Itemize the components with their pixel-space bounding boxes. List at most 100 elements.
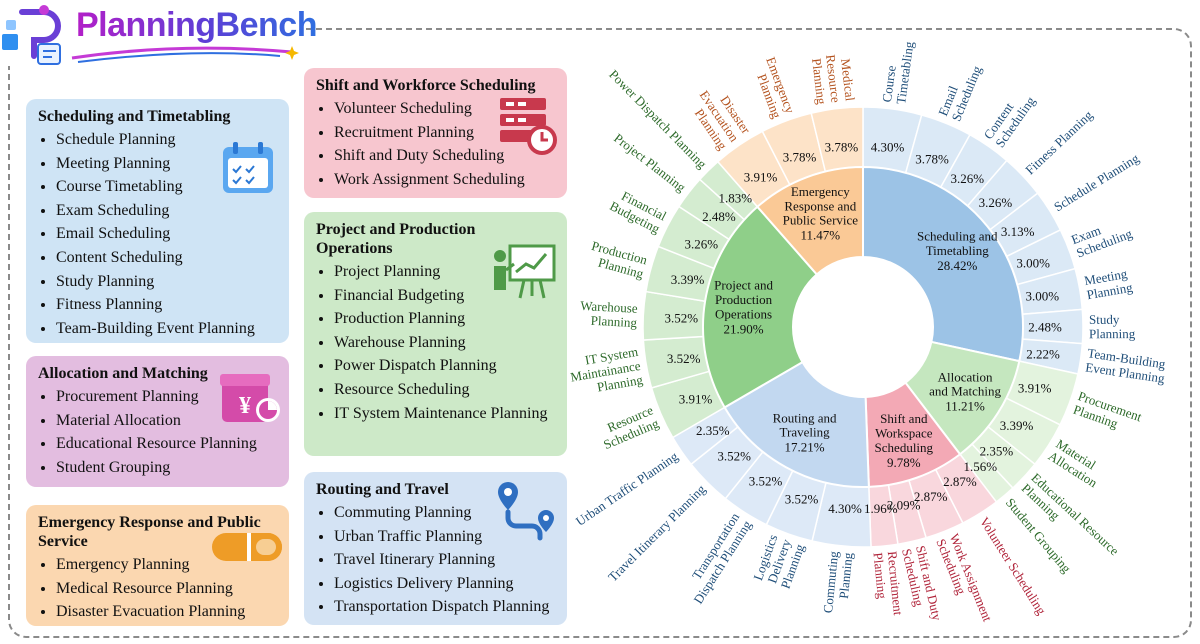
- outer-segment-pct: 3.26%: [685, 236, 719, 251]
- inner-segment-label-line: and Matching: [929, 384, 1001, 399]
- card-routing-item: Travel Itinerary Planning: [334, 548, 555, 572]
- outer-segment-pct: 3.52%: [785, 491, 819, 506]
- outer-segment-pct: 2.87%: [914, 489, 948, 504]
- outer-label-text: LogisticsDeliveryPlanning: [750, 532, 807, 592]
- inner-segment-label-line: Public Service: [783, 213, 859, 228]
- card-routing-item: Urban Traffic Planning: [334, 525, 555, 549]
- logo: PlanningBench: [0, 0, 317, 66]
- outer-segment-pct: 3.91%: [744, 170, 778, 185]
- outer-segment-pct: 3.13%: [1001, 224, 1035, 239]
- outer-label-text-line: Power Dispatch Planning: [606, 67, 710, 172]
- card-project-item: Production Planning: [334, 307, 555, 331]
- outer-segment-label: RecruitmentPlanning: [870, 550, 905, 617]
- outer-label-text: WarehousePlanning: [579, 298, 638, 330]
- outer-label-text: Study Planning: [1089, 312, 1136, 341]
- outer-label-text-line: Commuting: [820, 550, 841, 614]
- outer-segment-label: LogisticsDeliveryPlanning: [750, 532, 807, 592]
- outer-label-text: Fitness Planning: [1022, 107, 1095, 177]
- card-emergency-title: Emergency Response and Public Service: [38, 514, 261, 550]
- procurement-box-icon: ¥: [220, 374, 280, 422]
- inner-segment-pct: 11.21%: [945, 399, 985, 414]
- outer-segment-pct: 4.30%: [871, 140, 905, 155]
- outer-segment-label: EmailScheduling: [935, 63, 984, 123]
- card-scheduling-item: Course Timetabling: [56, 175, 277, 199]
- outer-label-text-line: Fitness Planning: [1022, 107, 1095, 177]
- outer-label-text: MaterialAllocation: [1046, 436, 1108, 490]
- outer-segment-pct: 3.26%: [950, 171, 984, 186]
- outer-segment-pct: 2.87%: [943, 474, 977, 489]
- inner-segment-label-line: Operations: [715, 306, 772, 321]
- card-allocation-title: Allocation and Matching: [38, 365, 208, 382]
- outer-segment-label: IT SystemMaintainancePlanning: [569, 344, 644, 395]
- outer-segment-label: FinancialBudgeting: [607, 188, 669, 236]
- outer-label-text-line: Warehouse: [580, 298, 638, 316]
- card-routing-item: Transportation Dispatch Planning: [334, 595, 555, 619]
- card-project-item: Financial Budgeting: [334, 284, 555, 308]
- card-project-item: IT System Maintenance Planning: [334, 402, 555, 426]
- inner-segment-label: Allocation and Matching: [929, 369, 1001, 398]
- card-shift-item: Work Assignment Scheduling: [334, 168, 555, 192]
- outer-segment-label: Power Dispatch Planning: [606, 67, 710, 172]
- card-shift: Shift and Workforce Scheduling Volunteer…: [304, 68, 567, 198]
- card-project: Project and Production Operations Projec…: [304, 212, 567, 456]
- outer-segment-pct: 1.83%: [718, 190, 752, 205]
- inner-segment-label-line: Emergency: [791, 184, 850, 199]
- inner-segment-pct: 9.78%: [887, 455, 921, 470]
- card-allocation-item: Material Allocation: [56, 409, 277, 433]
- outer-segment-pct: 3.52%: [749, 474, 783, 489]
- outer-label-text-line: Study: [1089, 312, 1120, 327]
- outer-segment-pct: 2.09%: [887, 497, 921, 512]
- card-allocation-item: Student Grouping: [56, 456, 277, 480]
- card-scheduling-title: Scheduling and Timetabling: [38, 108, 231, 125]
- card-allocation-item: Procurement Planning: [56, 385, 277, 409]
- card-allocation: Allocation and Matching Procurement Plan…: [26, 356, 289, 487]
- outer-segment-label: Fitness Planning: [1022, 107, 1095, 177]
- outer-label-text-line: Planning: [1089, 326, 1136, 341]
- outer-label-text-line: Medical: [838, 58, 858, 102]
- card-shift-title: Shift and Workforce Scheduling: [316, 77, 536, 94]
- outer-label-text: ProductionPlanning: [586, 238, 649, 282]
- outer-label-text: ProcurementPlanning: [1071, 388, 1144, 438]
- outer-label-text: ExamScheduling: [1069, 212, 1135, 260]
- outer-segment-label: WarehousePlanning: [579, 298, 638, 330]
- outer-label-text: CommutingPlanning: [820, 550, 855, 615]
- calendar-icon: [223, 142, 273, 193]
- outer-label-text-line: Planning: [870, 552, 889, 600]
- outer-segment-pct: 4.30%: [828, 501, 862, 516]
- outer-segment-label: Study Planning: [1089, 312, 1136, 341]
- outer-label-text-line: Timetabling: [893, 40, 916, 105]
- outer-label-text: RecruitmentPlanning: [870, 550, 905, 617]
- outer-label-text: CourseTimetabling: [879, 38, 917, 105]
- outer-segment-pct: 2.48%: [1028, 320, 1062, 335]
- shift-clock-icon: [500, 98, 557, 155]
- outer-segment-label: TransportationDispatch Planning: [678, 510, 755, 607]
- route-pin-icon: [498, 482, 554, 541]
- dashed-frame: [8, 28, 1192, 638]
- inner-segment-pct: 21.90%: [724, 321, 764, 336]
- outer-segment-label: ResourceScheduling: [596, 402, 662, 452]
- card-scheduling-item: Fitness Planning: [56, 293, 277, 317]
- outer-label-text: MedicalResourcePlanning: [809, 52, 858, 106]
- outer-segment-pct: 2.48%: [702, 209, 736, 224]
- inner-segment-label-line: Routing and: [773, 410, 837, 425]
- inner-segment-label-line: Allocation: [938, 369, 993, 384]
- inner-segment-label: Emergency Response and Public Service: [783, 184, 859, 228]
- outer-label-text: EmergencyPlanning: [750, 55, 798, 121]
- outer-segment-label: Schedule Planning: [1051, 150, 1142, 214]
- outer-segment-pct: 3.78%: [825, 139, 859, 154]
- outer-label-text: TransportationDispatch Planning: [678, 510, 754, 607]
- outer-label-text-line: Resource: [823, 54, 844, 104]
- outer-segment-label: CommutingPlanning: [820, 550, 855, 615]
- inner-segment-label-line: Traveling: [780, 425, 831, 440]
- outer-segment-pct: 3.91%: [1018, 380, 1052, 395]
- outer-label-text: ResourceScheduling: [596, 402, 662, 452]
- outer-label-text-line: Recruitment: [885, 550, 906, 616]
- outer-segment-pct: 3.78%: [915, 152, 949, 167]
- inner-segment-label: Scheduling and Timetabling: [917, 229, 998, 258]
- outer-segment-pct: 3.00%: [1025, 288, 1059, 303]
